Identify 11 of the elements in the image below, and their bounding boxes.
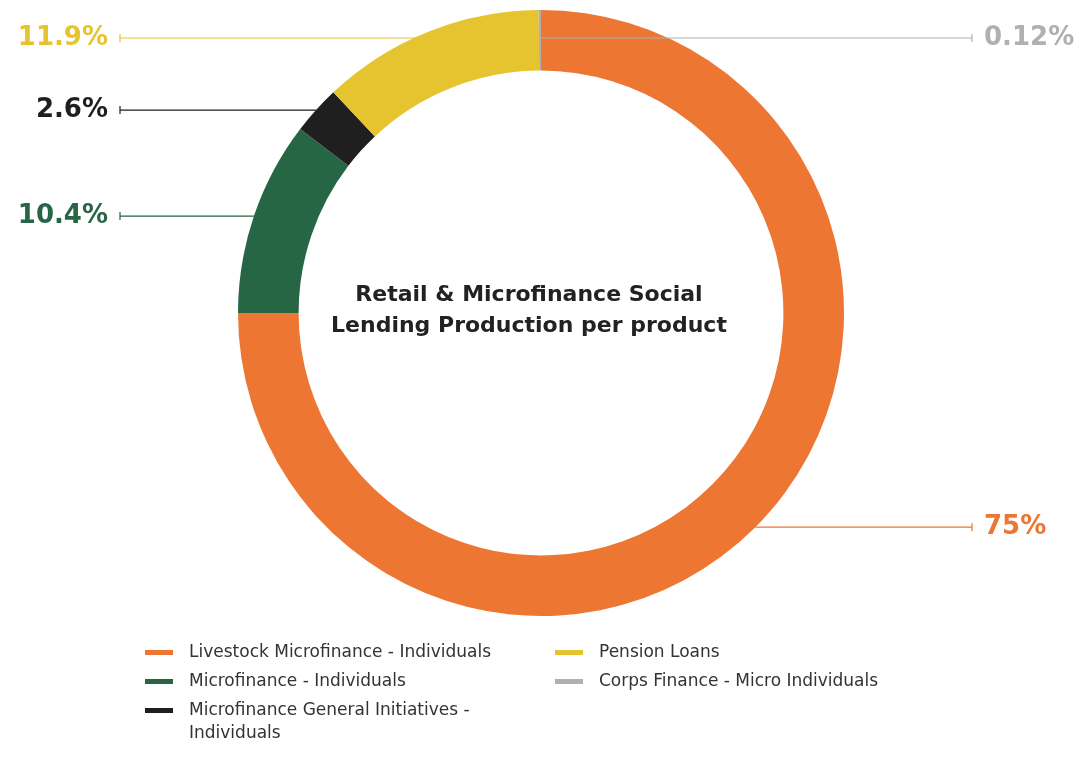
legend-label: Pension Loans bbox=[599, 640, 721, 663]
data-label: 75% bbox=[984, 509, 1047, 540]
data-label: 2.6% bbox=[35, 92, 108, 123]
data-label: 10.4% bbox=[17, 198, 108, 229]
legend-label: Microfinance General Initiatives - Individuals bbox=[189, 698, 471, 744]
text: Retail & Microfinance Social Lending Production per product bbox=[330, 280, 728, 339]
data-label: 11.9% bbox=[17, 20, 108, 51]
legend-label: Livestock Microfinance - Individuals bbox=[189, 640, 493, 663]
data-label: 0.12% bbox=[984, 20, 1075, 51]
legend-label: Corps Finance - Micro Individuals bbox=[599, 669, 880, 692]
legend-label: Microfinance - Individuals bbox=[189, 669, 407, 692]
